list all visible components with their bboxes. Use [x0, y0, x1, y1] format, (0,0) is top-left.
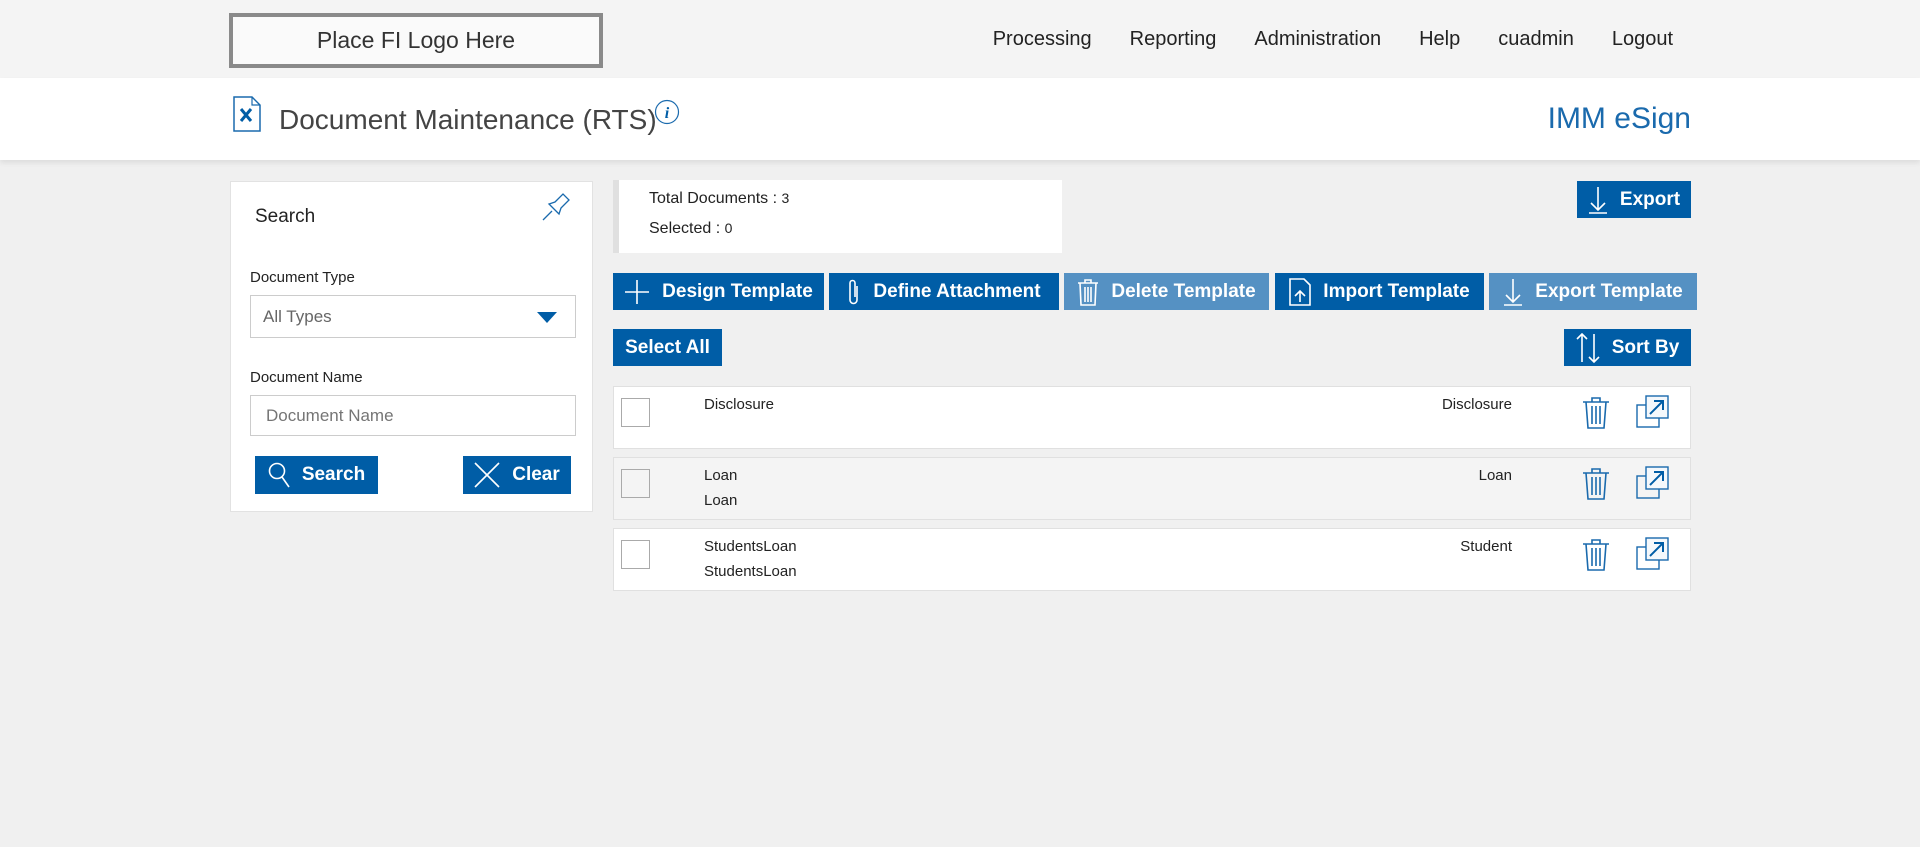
document-name: Disclosure — [704, 396, 775, 413]
brand-name: IMM eSign — [1547, 102, 1691, 135]
search-panel-title: Search — [255, 206, 316, 227]
open-external-icon[interactable] — [1636, 537, 1670, 571]
nav-help[interactable]: Help — [1419, 28, 1461, 50]
sort-by-button[interactable]: Sort By — [1564, 329, 1691, 366]
open-external-icon[interactable] — [1636, 395, 1670, 429]
document-row[interactable]: Loan Loan Loan — [613, 457, 1691, 520]
document-type-value: All Types — [263, 306, 332, 326]
document-wrench-icon — [233, 96, 261, 132]
search-panel: Search Document Type All Types Document … — [230, 181, 593, 512]
export-button-label: Export — [1619, 188, 1681, 210]
define-attachment-label: Define Attachment — [873, 280, 1041, 302]
selected-label: Selected : — [649, 220, 725, 237]
total-label: Total Documents : — [649, 190, 782, 207]
trash-icon — [1078, 278, 1099, 306]
download-icon — [1588, 186, 1607, 214]
paperclip-icon — [849, 279, 859, 304]
document-subname: Loan — [704, 492, 738, 509]
page-header — [0, 78, 1920, 160]
search-button-label: Search — [301, 464, 366, 485]
download-icon — [1504, 278, 1523, 306]
trash-icon[interactable] — [1582, 468, 1610, 500]
nav-logout[interactable]: Logout — [1611, 28, 1673, 50]
export-button[interactable]: Export — [1577, 181, 1691, 218]
document-name-input[interactable] — [250, 395, 576, 436]
document-type-label: Document Type — [250, 269, 355, 286]
logo-placeholder: Place FI Logo Here — [229, 13, 603, 68]
selected-value: 0 — [724, 220, 733, 236]
delete-template-label: Delete Template — [1111, 280, 1256, 302]
selected-documents: Selected : 0 — [649, 220, 732, 238]
nav-user[interactable]: cuadmin — [1498, 28, 1574, 50]
select-all-button[interactable]: Select All — [613, 329, 722, 366]
open-external-icon[interactable] — [1636, 466, 1670, 500]
design-template-button[interactable]: Design Template — [613, 273, 824, 310]
document-name-label: Document Name — [250, 369, 363, 386]
row-checkbox[interactable] — [621, 398, 650, 427]
search-icon — [268, 462, 290, 488]
nav-reporting[interactable]: Reporting — [1129, 28, 1217, 50]
import-template-label: Import Template — [1323, 280, 1470, 302]
clear-button-label: Clear — [512, 464, 560, 485]
document-row[interactable]: StudentsLoan StudentsLoan Student — [613, 528, 1691, 591]
row-checkbox[interactable] — [621, 540, 650, 569]
trash-icon[interactable] — [1582, 539, 1610, 571]
info-icon[interactable]: i — [654, 99, 680, 125]
nav-processing[interactable]: Processing — [992, 28, 1092, 50]
document-type: Student — [1460, 538, 1512, 555]
import-template-button[interactable]: Import Template — [1275, 273, 1484, 310]
document-type: Loan — [1478, 467, 1512, 484]
document-row[interactable]: Disclosure Disclosure — [613, 386, 1691, 449]
document-type: Disclosure — [1441, 396, 1512, 413]
trash-icon[interactable] — [1582, 397, 1610, 429]
document-stats: Total Documents : 3 Selected : 0 — [613, 180, 1062, 253]
design-template-label: Design Template — [662, 280, 813, 302]
pin-icon[interactable] — [539, 190, 573, 224]
sort-icon — [1576, 332, 1600, 363]
page-title: Document Maintenance (RTS) — [279, 104, 657, 135]
logo-text: Place FI Logo Here — [316, 27, 516, 53]
document-name: StudentsLoan — [704, 538, 797, 555]
document-subname: StudentsLoan — [704, 563, 797, 580]
main-nav: Processing Reporting Administration Help… — [993, 28, 1673, 51]
total-value: 3 — [781, 190, 790, 206]
file-upload-icon — [1289, 277, 1312, 306]
plus-icon — [625, 279, 650, 304]
chevron-down-icon — [537, 312, 557, 323]
nav-administration[interactable]: Administration — [1254, 28, 1382, 50]
total-documents: Total Documents : 3 — [649, 190, 789, 208]
delete-template-button[interactable]: Delete Template — [1064, 273, 1269, 310]
export-template-button[interactable]: Export Template — [1489, 273, 1697, 310]
export-template-label: Export Template — [1535, 280, 1683, 302]
close-icon — [474, 462, 500, 488]
clear-button[interactable]: Clear — [463, 456, 571, 494]
document-type-select[interactable]: All Types — [250, 295, 576, 338]
sort-by-label: Sort By — [1611, 336, 1680, 358]
row-checkbox[interactable] — [621, 469, 650, 498]
svg-text:i: i — [665, 105, 670, 122]
search-button[interactable]: Search — [255, 456, 378, 494]
select-all-label: Select All — [625, 336, 710, 358]
document-name: Loan — [704, 467, 738, 484]
define-attachment-button[interactable]: Define Attachment — [829, 273, 1059, 310]
